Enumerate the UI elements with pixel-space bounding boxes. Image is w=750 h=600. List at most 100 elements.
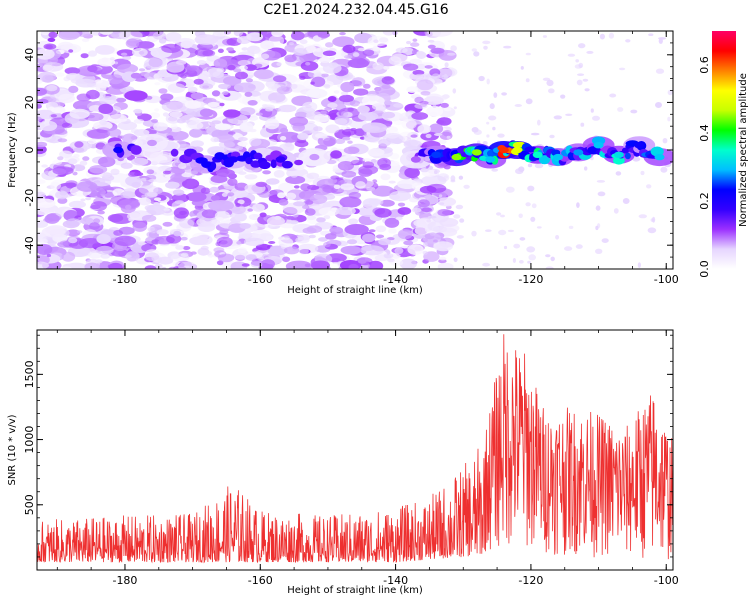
heatmap-noise-cell <box>134 172 144 177</box>
heatmap-noise-cell <box>332 50 348 59</box>
heatmap-noise-cell <box>207 101 220 108</box>
heatmap-noise-cell <box>264 118 280 130</box>
heatmap-noise-cell <box>437 209 452 217</box>
signal-band-cell <box>613 156 625 165</box>
heatmap-noise-cell <box>348 263 359 269</box>
signal-band-cell <box>621 147 630 154</box>
signal-band-cell <box>259 161 271 170</box>
heatmap-noise-cell <box>305 200 314 205</box>
heatmap-noise-cell <box>402 63 419 71</box>
heatmap-noise-cell <box>57 138 68 143</box>
heatmap-noise-cell <box>118 199 141 210</box>
heatmap-noise-cell <box>351 77 366 87</box>
heatmap-noise-cell <box>352 52 360 57</box>
heatmap-noise-cell <box>37 98 49 104</box>
heatmap-noise-cell <box>565 113 573 117</box>
heatmap-noise-cell <box>574 64 583 69</box>
x-tick-label: -140 <box>383 574 408 587</box>
heatmap-noise-cell <box>154 108 160 112</box>
heatmap-noise-cell <box>410 42 420 47</box>
heatmap-noise-cell <box>274 215 282 220</box>
heatmap-noise-cell <box>357 47 366 52</box>
heatmap-noise-cell <box>168 266 178 269</box>
heatmap-noise-cell <box>162 170 171 175</box>
heatmap-noise-cell <box>596 180 606 183</box>
heatmap-noise-cell <box>99 96 117 105</box>
colorbar-gradient <box>712 31 736 269</box>
signal-band-cell <box>245 157 253 165</box>
heatmap-noise-cell <box>536 226 542 229</box>
heatmap-noise-cell <box>58 31 80 40</box>
signal-band-peak <box>201 161 212 168</box>
heatmap-noise-cell <box>219 102 225 107</box>
signal-band-cell <box>424 156 431 162</box>
heatmap-noise-cell <box>86 129 111 139</box>
heatmap-noise-cell <box>380 173 391 181</box>
heatmap-noise-cell <box>227 178 238 186</box>
signal-band-peak <box>228 156 239 163</box>
heatmap-noise-cell <box>280 136 287 141</box>
heatmap-noise-cell <box>427 44 436 49</box>
heatmap-noise-cell <box>120 52 128 56</box>
heatmap-noise-cell <box>186 192 207 202</box>
heatmap-noise-cell <box>201 209 218 219</box>
heatmap-noise-cell <box>76 230 83 234</box>
heatmap-noise-cell <box>389 160 400 167</box>
heatmap-noise-cell <box>395 216 403 221</box>
heatmap-noise-cell <box>503 45 512 49</box>
heatmap-noise-cell <box>608 32 615 39</box>
heatmap-noise-cell <box>221 192 228 197</box>
heatmap-noise-cell <box>285 192 297 200</box>
heatmap-noise-cell <box>218 83 231 90</box>
heatmap-noise-cell <box>110 168 120 175</box>
heatmap-noise-cell <box>308 234 316 239</box>
heatmap-noise-cell <box>80 217 94 225</box>
heatmap-noise-cell <box>154 82 161 86</box>
snr-x-ticks: -180 -160 -140 -120 -100 <box>56 330 679 587</box>
heatmap-noise-cell <box>222 91 229 96</box>
heatmap-noise-cell <box>39 120 58 132</box>
heatmap-noise-cell <box>615 171 622 176</box>
heatmap-noise-cell <box>65 218 81 227</box>
heatmap-noise-cell <box>439 256 447 261</box>
snr-series-line <box>37 334 673 564</box>
heatmap-noise-cell <box>218 130 230 137</box>
heatmap-noise-cell <box>452 88 457 94</box>
heatmap-noise-cell <box>146 169 155 175</box>
heatmap-noise-cell <box>290 31 305 41</box>
heatmap-noise-cell <box>590 108 594 113</box>
heatmap-noise-cell <box>42 74 54 83</box>
heatmap-noise-cell <box>182 78 196 88</box>
heatmap-noise-cell <box>362 161 374 169</box>
heatmap-noise-cell <box>362 233 376 243</box>
heatmap-noise-cell <box>54 238 64 242</box>
heatmap-noise-cell <box>647 227 657 234</box>
heatmap-noise-cell <box>550 256 555 262</box>
y-tick-label: 20 <box>23 95 36 109</box>
heatmap-noise-cell <box>165 32 182 42</box>
heatmap-noise-cell <box>290 173 298 178</box>
heatmap-noise-cell <box>153 122 168 132</box>
heatmap-noise-cell <box>172 189 185 196</box>
heatmap-noise-cell <box>404 167 420 179</box>
heatmap-noise-cell <box>473 51 480 57</box>
heatmap-noise-cell <box>434 133 443 136</box>
heatmap-noise-cell <box>595 205 601 211</box>
heatmap-noise-cell <box>601 238 609 244</box>
signal-band-peak <box>498 146 509 154</box>
heatmap-noise-cell <box>428 123 444 134</box>
heatmap-noise-cell <box>436 197 457 207</box>
heatmap-noise-cell <box>61 251 76 262</box>
heatmap-noise-cell <box>485 229 492 232</box>
heatmap-noise-cell <box>175 245 185 250</box>
heatmap-noise-cell <box>132 47 148 57</box>
heatmap-noise-cell <box>339 31 346 36</box>
heatmap-noise-cell <box>240 107 256 116</box>
heatmap-noise-cell <box>152 31 166 40</box>
heatmap-noise-cell <box>179 218 195 229</box>
x-tick-label: -100 <box>654 273 679 286</box>
heatmap-noise-cell <box>307 69 322 79</box>
heatmap-noise-cell <box>167 83 186 93</box>
heatmap-noise-cell <box>237 247 247 254</box>
